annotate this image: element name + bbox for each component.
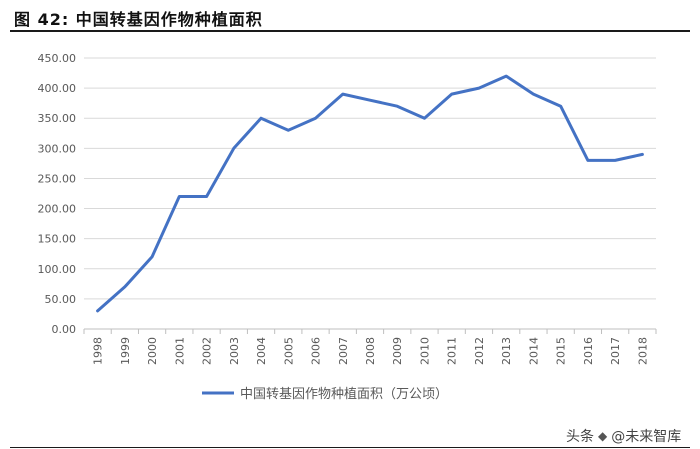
series-lines: [96, 74, 644, 313]
x-tick-label: 2015: [555, 337, 568, 365]
x-tick-label: 2014: [527, 337, 540, 365]
y-tick-label: 200.00: [38, 203, 77, 216]
x-tick-label: 2009: [391, 337, 404, 365]
x-tick-label: 2002: [201, 337, 214, 365]
y-tick-label: 150.00: [38, 233, 77, 246]
x-tick-label: 2001: [173, 337, 186, 365]
x-tick-label: 2007: [337, 337, 350, 365]
x-tick-label: 2010: [418, 337, 431, 365]
y-tick-label: 250.00: [38, 172, 77, 185]
x-tick-label: 2003: [228, 337, 241, 365]
x-tick-label: 2004: [255, 337, 268, 365]
legend-label: 中国转基因作物种植面积（万公顷）: [240, 387, 448, 402]
figure-title: 图 42: 中国转基因作物种植面积: [14, 10, 263, 29]
y-tick-label: 450.00: [38, 52, 77, 65]
y-tick-label: 0.00: [52, 323, 77, 336]
x-tick-label: 1998: [92, 337, 105, 365]
x-tick-label: 2018: [636, 337, 649, 365]
x-tick-label: 2016: [582, 337, 595, 365]
x-tick-label: 2011: [446, 337, 459, 365]
x-tick-label: 1999: [119, 337, 132, 365]
y-tick-label: 300.00: [38, 142, 77, 155]
y-tick-label: 100.00: [38, 263, 77, 276]
watermark: 头条 ◆ @未来智库: [566, 426, 681, 446]
y-tick-label: 400.00: [38, 82, 77, 95]
x-tick-label: 2013: [500, 337, 513, 365]
series-line: [96, 74, 644, 313]
y-tick-label: 50.00: [45, 293, 77, 306]
x-tick-label: 2000: [146, 337, 159, 365]
watermark-prefix: 头条: [566, 429, 594, 445]
legend: 中国转基因作物种植面积（万公顷）: [202, 387, 448, 402]
wechat-icon: ◆: [598, 429, 608, 443]
watermark-handle: @未来智库: [611, 429, 682, 445]
gridlines: [84, 57, 656, 330]
x-tick-label: 2005: [282, 337, 295, 365]
y-tick-label: 350.00: [38, 112, 77, 125]
x-tick-label: 2017: [609, 337, 622, 365]
x-tick-label: 2008: [364, 337, 377, 365]
bottom-rule: [10, 447, 690, 448]
x-axis-ticks: 1998 1999 2000 2001 2002 2003 2004 2005 2006 2007…: [83, 329, 657, 365]
y-axis-ticks: 0.00 50.00 100.00 150.00 200.00 250.00 300.00 3…: [38, 52, 77, 336]
title-rule: [10, 30, 690, 32]
x-tick-label: 2006: [310, 337, 323, 365]
x-tick-label: 2012: [473, 337, 486, 365]
